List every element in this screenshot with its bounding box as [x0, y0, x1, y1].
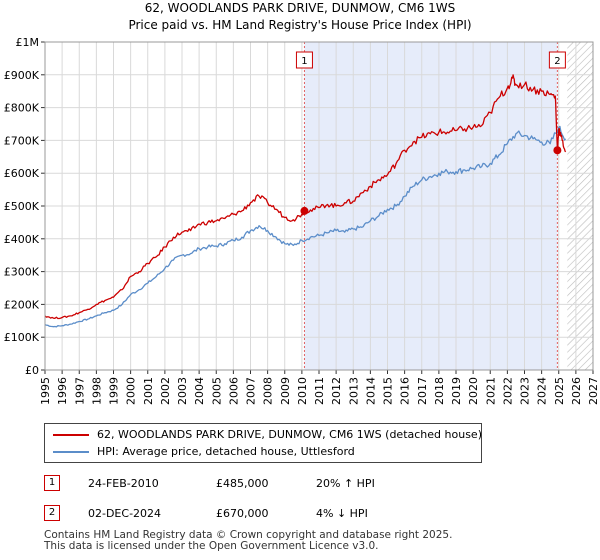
series: [45, 74, 567, 328]
sale-price: £670,000: [216, 507, 269, 520]
legend-swatch-hpi: [53, 451, 89, 453]
x-tick-label: 2018: [433, 377, 446, 405]
x-tick-label: 2005: [210, 377, 223, 405]
x-tick-label: 2016: [399, 377, 412, 405]
legend-label-property: 62, WOODLANDS PARK DRIVE, DUNMOW, CM6 1W…: [97, 428, 482, 441]
y-tick-label: £0: [25, 364, 39, 377]
chart-subtitle: Price paid vs. HM Land Registry's House …: [128, 18, 471, 32]
sale-1-point: [300, 206, 309, 215]
y-tick-label: £500K: [4, 200, 40, 213]
x-tick-label: 2027: [587, 377, 600, 405]
x-tick-label: 1999: [108, 377, 121, 405]
x-tick-label: 2007: [245, 377, 258, 405]
x-tick-label: 2024: [536, 377, 549, 405]
footer-copyright: Contains HM Land Registry data © Crown c…: [44, 529, 453, 541]
sale-hpi-change: 4% ↓ HPI: [316, 507, 368, 520]
table-row: 1 24-FEB-2010 £485,000 20% ↑ HPI: [44, 474, 444, 494]
x-tick-label: 2013: [347, 377, 360, 405]
y-tick-label: £400K: [4, 233, 40, 246]
sale-number-badge: 2: [44, 505, 60, 521]
x-tick-label: 1996: [56, 377, 69, 405]
legend-label-hpi: HPI: Average price, detached house, Uttl…: [97, 445, 355, 458]
x-tick-label: 1995: [39, 377, 52, 405]
y-tick-label: £600K: [4, 167, 40, 180]
x-tick-label: 2011: [313, 377, 326, 405]
y-tick-label: £300K: [4, 266, 40, 279]
x-tick-label: 2000: [125, 377, 138, 405]
sale-hpi-change: 20% ↑ HPI: [316, 477, 375, 490]
series-line-hpi: [45, 125, 567, 328]
grid: [44, 41, 594, 371]
x-tick-label: 2025: [553, 377, 566, 405]
legend-swatch-property: [53, 434, 89, 436]
sale-markers: [303, 42, 558, 370]
y-tick-label: £700K: [4, 134, 40, 147]
x-tick-label: 2002: [159, 377, 172, 405]
footer-licence: This data is licensed under the Open Gov…: [44, 540, 379, 552]
y-tick-label: £200K: [4, 298, 40, 311]
sale-2-label: 2: [554, 56, 560, 67]
x-tick-label: 2021: [484, 377, 497, 405]
sale-date: 02-DEC-2024: [88, 507, 162, 520]
x-tick-label: 2009: [279, 377, 292, 405]
y-axis: £0 £100K £200K £300K £400K £500K £600K £700K £80…: [4, 36, 45, 377]
x-tick-label: 2008: [262, 377, 275, 405]
chart-title: 62, WOODLANDS PARK DRIVE, DUNMOW, CM6 1W…: [145, 1, 456, 15]
y-tick-label: £900K: [4, 69, 40, 82]
y-tick-label: £1M: [16, 36, 40, 49]
table-row: 2 02-DEC-2024 £670,000 4% ↓ HPI: [44, 504, 444, 524]
x-tick-label: 2004: [193, 377, 206, 405]
x-tick-label: 2019: [450, 377, 463, 405]
y-tick-label: £100K: [4, 331, 40, 344]
sale-2-point: [553, 146, 562, 155]
sale-date: 24-FEB-2010: [88, 477, 159, 490]
x-tick-label: 1998: [90, 377, 103, 405]
x-tick-label: 2026: [570, 377, 583, 405]
x-tick-label: 2010: [296, 377, 309, 405]
sale-1-label-box: [295, 51, 313, 69]
plot-border: [44, 41, 594, 371]
sale-price: £485,000: [216, 477, 269, 490]
x-tick-label: 2014: [364, 377, 377, 405]
x-tick-label: 2003: [176, 377, 189, 405]
y-tick-label: £800K: [4, 102, 40, 115]
sale-number-badge: 1: [44, 475, 60, 491]
price-chart: 62, WOODLANDS PARK DRIVE, DUNMOW, CM6 1W…: [4, 1, 600, 405]
x-tick-label: 2020: [467, 377, 480, 405]
x-tick-label: 2022: [501, 377, 514, 405]
sale-2-label-box: [548, 51, 566, 69]
x-tick-label: 2001: [142, 377, 155, 405]
x-tick-label: 2006: [227, 377, 240, 405]
x-tick-label: 2012: [330, 377, 343, 405]
series-line-property: [45, 74, 567, 320]
x-tick-label: 2017: [416, 377, 429, 405]
sale-1-label: 1: [301, 56, 307, 67]
x-tick-label: 1997: [73, 377, 86, 405]
x-tick-label: 2023: [519, 377, 532, 405]
footer: Contains HM Land Registry data © Crown c…: [44, 530, 452, 552]
x-tick-label: 2015: [382, 377, 395, 405]
x-axis: 1995 1996 1997 1998 1999 2000 2001 2002 2003 2004…: [39, 370, 600, 405]
legend: 62, WOODLANDS PARK DRIVE, DUNMOW, CM6 1W…: [44, 423, 482, 463]
